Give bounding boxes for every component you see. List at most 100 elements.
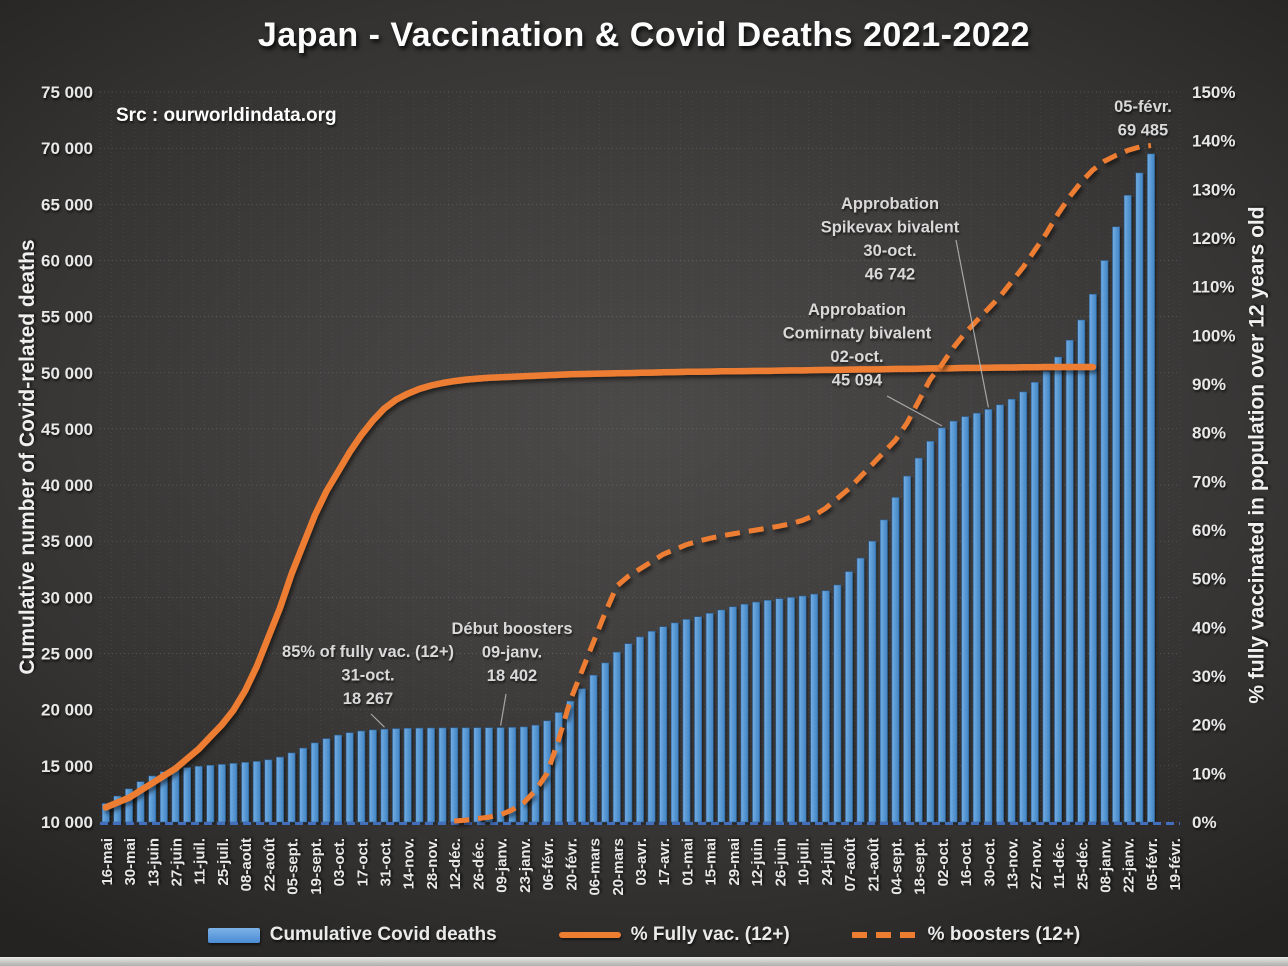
bar <box>740 603 749 823</box>
bar <box>845 571 853 823</box>
bar <box>705 612 714 823</box>
x-axis-tick: 18-sept. <box>912 838 929 895</box>
x-axis-tick: 04-sept. <box>889 838 906 895</box>
bar <box>763 599 772 823</box>
bar <box>810 593 819 823</box>
bar <box>926 440 935 823</box>
bar <box>566 700 575 823</box>
x-axis-tick: 08-janv. <box>1098 838 1115 893</box>
annotation-text: 05-févr. 69 485 <box>1114 98 1172 140</box>
bar <box>218 764 226 823</box>
vertical-gridlines <box>99 92 1181 822</box>
bar <box>287 752 296 823</box>
x-axis-tick: 08-août <box>238 838 255 891</box>
bar <box>1077 319 1086 823</box>
annotation-text: 85% of fully vac. (12+) 31-oct. 18 267 <box>282 643 454 708</box>
x-axis-tick: 12-juin <box>749 838 766 886</box>
x-axis-tick: 25-déc. <box>1074 838 1091 890</box>
x-axis-tick: 06-mars <box>587 838 604 896</box>
left-axis-tick: 65 000 <box>41 195 93 214</box>
right-axis-tick: 110% <box>1192 278 1235 297</box>
bar <box>589 674 598 823</box>
legend-item-boosters: % boosters (12+) <box>851 924 1081 946</box>
bar <box>1065 339 1074 823</box>
bar <box>577 688 586 823</box>
annotation-approbation-spikevax: Approbation Spikevax bivalent 30-oct. 46 74… <box>821 195 989 408</box>
right-axis-tick-labels: 150% 140% 130% 120% 110% 100% 90% 80% 70% 60% 50% 4… <box>1192 83 1235 832</box>
bar <box>241 762 250 823</box>
bar <box>473 727 482 823</box>
left-axis-tick: 10 000 <box>41 813 93 832</box>
bar <box>914 457 923 823</box>
bar <box>415 727 424 823</box>
left-axis-tick: 45 000 <box>41 420 93 439</box>
x-axis-tick: 19-févr. <box>1167 838 1184 891</box>
bar <box>310 742 319 823</box>
bar <box>403 727 412 823</box>
x-axis-tick: 10-juil. <box>796 838 813 886</box>
bar <box>322 738 331 823</box>
left-axis-tick: 55 000 <box>41 308 93 327</box>
bar <box>972 412 981 823</box>
bar <box>496 727 505 823</box>
bar <box>903 475 911 823</box>
bar <box>1112 226 1120 823</box>
left-axis-tick: 25 000 <box>41 645 93 664</box>
bar <box>612 651 621 823</box>
x-axis-tick: 17-oct. <box>354 838 371 886</box>
left-axis-tick: 75 000 <box>41 83 93 102</box>
legend-label-boosters: % boosters (12+) <box>927 924 1081 945</box>
x-axis-tick: 12-déc. <box>447 838 464 890</box>
x-axis-tick: 06-févr. <box>540 838 557 891</box>
x-axis-tick: 26-juin <box>772 838 789 886</box>
right-axis-tick: 130% <box>1192 180 1235 199</box>
left-axis-tick: 20 000 <box>41 701 93 720</box>
bar <box>636 636 644 823</box>
bar <box>624 643 633 823</box>
bar <box>1147 153 1155 823</box>
bar <box>345 732 354 823</box>
annotation-leader-line <box>886 395 943 427</box>
x-axis-tick: 13-nov. <box>1005 838 1022 889</box>
x-axis-tick: 23-janv. <box>517 838 534 893</box>
annotation-text: Début boosters 09-janv. 18 402 <box>451 620 572 685</box>
annotation-text: Approbation Comirnaty bivalent 02-oct. 45 0… <box>783 301 932 390</box>
bar <box>1135 172 1144 823</box>
bar <box>1019 391 1028 823</box>
x-axis-tick: 24-juil. <box>819 838 836 886</box>
x-axis-tick: 21-août <box>865 838 882 891</box>
line-fully-vaccinated <box>102 363 1097 811</box>
left-axis-tick: 15 000 <box>41 757 93 776</box>
bar <box>427 727 435 823</box>
annotation-leader-line <box>500 693 507 726</box>
x-axis-tick: 30-mai <box>122 838 139 886</box>
bar <box>450 727 459 823</box>
x-axis-tick-labels: 16-mai 30-mai 13-juin 27-juin 11-juil. 25-jui… <box>99 838 1184 896</box>
bar <box>461 727 470 823</box>
x-axis-tick: 20-févr. <box>563 838 580 891</box>
x-axis-tick: 27-juin <box>169 838 186 886</box>
bar <box>1007 398 1016 823</box>
bar <box>1089 293 1097 823</box>
x-axis-tick: 25-juil. <box>215 838 232 886</box>
x-axis-tick: 17-avr. <box>656 838 673 886</box>
x-axis-tick: 16-mai <box>99 838 116 886</box>
bar <box>787 597 795 823</box>
bar <box>601 662 610 823</box>
legend-label-cumulative-deaths: Cumulative Covid deaths <box>269 924 497 945</box>
legend-item-fully-vaccinated: % Fully vac. (12+) <box>558 924 790 946</box>
right-axis-tick: 50% <box>1192 570 1226 589</box>
bar <box>775 598 784 823</box>
right-axis-tick: 20% <box>1192 716 1226 735</box>
left-axis-tick: 30 000 <box>41 588 93 607</box>
x-axis-tick: 05-sept. <box>285 838 302 895</box>
x-axis-tick: 14-nov. <box>401 838 418 889</box>
bottom-edge-strip <box>0 957 1288 966</box>
x-axis-tick: 02-oct. <box>935 838 952 886</box>
left-axis-tick: 35 000 <box>41 532 93 551</box>
bar <box>380 728 389 823</box>
x-axis-tick: 05-févr. <box>1144 838 1161 891</box>
bar <box>206 764 215 823</box>
annotation-final-value: 05-févr. 69 485 <box>1114 98 1172 140</box>
